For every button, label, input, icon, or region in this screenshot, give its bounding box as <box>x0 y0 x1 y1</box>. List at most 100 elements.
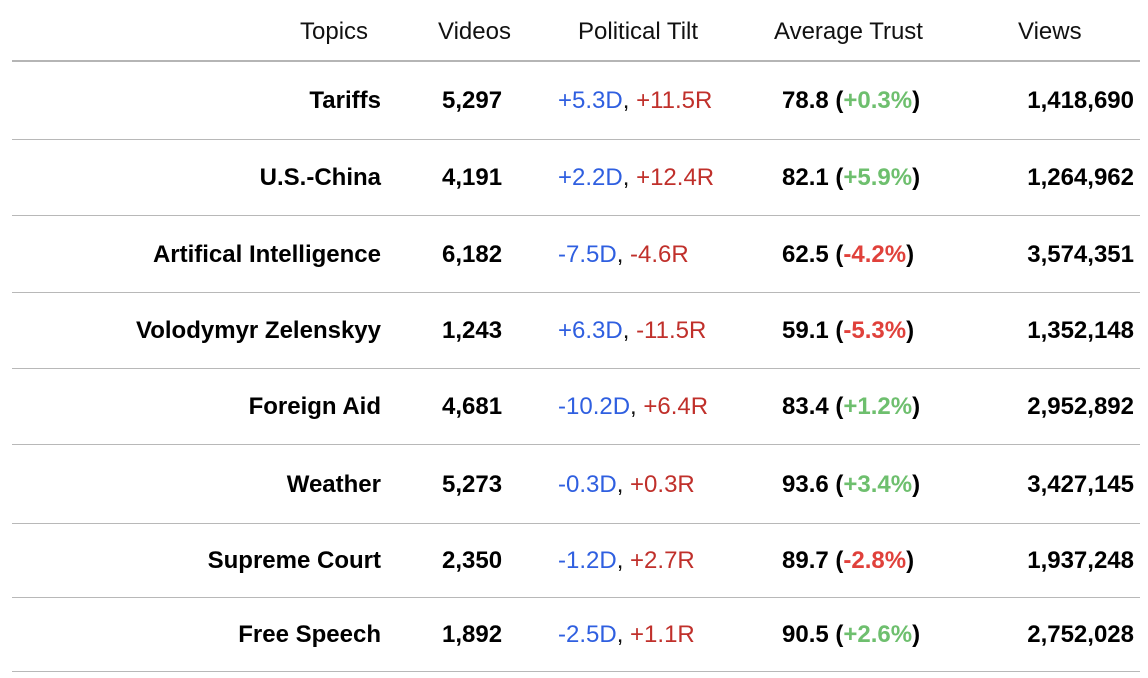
tilt-separator: , <box>622 87 637 114</box>
political-tilt-cell: -1.2D, +2.7R <box>558 545 695 577</box>
tilt-separator: , <box>616 621 631 648</box>
republican-tilt: -11.5R <box>636 317 707 344</box>
videos-cell: 4,191 <box>442 164 503 191</box>
views-cell: 2,952,892 <box>1027 393 1134 420</box>
header-videos[interactable]: Videos <box>438 18 511 45</box>
table-row[interactable]: Free Speech 1,892 -2.5D, +1.1R 90.5 (+2.6%)… <box>0 598 1148 672</box>
democrat-tilt: +5.3D <box>558 87 623 114</box>
views-cell: 1,418,690 <box>1027 87 1134 114</box>
paren-close: ) <box>906 241 915 268</box>
header-topics[interactable]: Topics <box>300 18 369 45</box>
paren-close: ) <box>912 621 921 648</box>
paren-open: ( <box>828 393 844 420</box>
views-cell: 3,574,351 <box>1027 241 1134 268</box>
paren-close: ) <box>912 87 921 114</box>
trust-value: 89.7 <box>782 547 829 574</box>
paren-open: ( <box>828 241 844 268</box>
paren-open: ( <box>828 471 844 498</box>
paren-close: ) <box>906 317 915 344</box>
row-divider <box>12 291 1140 293</box>
trust-value: 82.1 <box>782 164 829 191</box>
average-trust-cell: 89.7 (-2.8%) <box>782 545 914 577</box>
row-divider <box>12 367 1140 369</box>
democrat-tilt: -2.5D <box>558 621 617 648</box>
topic-cell: Artifical Intelligence <box>152 241 381 268</box>
table-row[interactable]: Supreme Court 2,350 -1.2D, +2.7R 89.7 (-2.8… <box>0 524 1148 598</box>
political-tilt-cell: -7.5D, -4.6R <box>558 239 689 271</box>
paren-open: ( <box>828 317 844 344</box>
row-divider <box>12 214 1140 216</box>
trust-change: -2.8% <box>843 547 907 574</box>
trust-change: -5.3% <box>843 317 907 344</box>
tilt-separator: , <box>616 471 631 498</box>
trust-value: 83.4 <box>782 393 829 420</box>
tilt-separator: , <box>622 164 637 191</box>
trust-value: 90.5 <box>782 621 829 648</box>
videos-cell: 6,182 <box>442 241 503 268</box>
political-tilt-cell: +2.2D, +12.4R <box>558 162 714 194</box>
row-divider <box>12 596 1140 598</box>
paren-close: ) <box>912 164 921 191</box>
topic-cell: U.S.-China <box>259 164 381 191</box>
header-views[interactable]: Views <box>1018 18 1082 45</box>
views-cell: 1,937,248 <box>1027 547 1134 574</box>
paren-open: ( <box>828 547 844 574</box>
table-header: Topics Videos Political Tilt Average Tru… <box>0 0 1148 62</box>
democrat-tilt: +2.2D <box>558 164 623 191</box>
trust-change: +0.3% <box>843 87 913 114</box>
table-row[interactable]: Volodymyr Zelenskyy 1,243 +6.3D, -11.5R 59.… <box>0 293 1148 369</box>
political-tilt-cell: -2.5D, +1.1R <box>558 619 695 651</box>
trust-change: -4.2% <box>843 241 907 268</box>
topic-cell: Free Speech <box>238 621 381 648</box>
row-divider <box>12 670 1140 672</box>
republican-tilt: +2.7R <box>630 547 695 574</box>
table-row[interactable]: Foreign Aid 4,681 -10.2D, +6.4R 83.4 (+1.2%… <box>0 369 1148 445</box>
topic-cell: Weather <box>286 471 381 498</box>
political-tilt-cell: -0.3D, +0.3R <box>558 469 695 501</box>
views-cell: 1,352,148 <box>1027 317 1134 344</box>
trust-value: 59.1 <box>782 317 829 344</box>
views-cell: 2,752,028 <box>1027 621 1134 648</box>
tilt-separator: , <box>630 393 644 420</box>
average-trust-cell: 78.8 (+0.3%) <box>782 85 920 117</box>
row-divider <box>12 138 1140 140</box>
trust-change: +1.2% <box>843 393 913 420</box>
trust-value: 62.5 <box>782 241 829 268</box>
table-row[interactable]: Tariffs 5,297 +5.3D, +11.5R 78.8 (+0.3%) 1,4… <box>0 62 1148 140</box>
republican-tilt: +11.5R <box>636 87 713 114</box>
topic-cell: Volodymyr Zelenskyy <box>136 317 381 344</box>
videos-cell: 1,892 <box>442 621 503 648</box>
republican-tilt: +6.4R <box>643 393 709 420</box>
political-tilt-cell: -10.2D, +6.4R <box>558 391 708 423</box>
header-average-trust[interactable]: Average Trust <box>774 18 923 45</box>
paren-close: ) <box>912 393 921 420</box>
trust-change: +3.4% <box>843 471 913 498</box>
header-divider <box>12 60 1140 62</box>
row-divider <box>12 443 1140 445</box>
average-trust-cell: 62.5 (-4.2%) <box>782 239 914 271</box>
row-divider <box>12 522 1140 524</box>
table-row[interactable]: Weather 5,273 -0.3D, +0.3R 93.6 (+3.4%) 3,42… <box>0 445 1148 524</box>
header-political-tilt[interactable]: Political Tilt <box>578 18 699 45</box>
videos-cell: 4,681 <box>442 393 503 420</box>
democrat-tilt: -0.3D <box>558 471 617 498</box>
political-tilt-cell: +6.3D, -11.5R <box>558 315 706 347</box>
paren-open: ( <box>828 164 844 191</box>
average-trust-cell: 59.1 (-5.3%) <box>782 315 914 347</box>
paren-open: ( <box>828 621 844 648</box>
trust-value: 93.6 <box>782 471 829 498</box>
trust-value: 78.8 <box>782 87 829 114</box>
republican-tilt: +0.3R <box>630 471 695 498</box>
republican-tilt: +12.4R <box>636 164 715 191</box>
table-row[interactable]: Artifical Intelligence 6,182 -7.5D, -4.6R 6… <box>0 216 1148 293</box>
table-row[interactable]: U.S.-China 4,191 +2.2D, +12.4R 82.1 (+5.9%)… <box>0 140 1148 216</box>
videos-cell: 5,297 <box>442 87 503 114</box>
views-cell: 3,427,145 <box>1027 471 1134 498</box>
videos-cell: 2,350 <box>442 547 503 574</box>
paren-close: ) <box>912 471 921 498</box>
tilt-separator: , <box>616 241 631 268</box>
tilt-separator: , <box>622 317 637 344</box>
videos-cell: 5,273 <box>442 471 503 498</box>
republican-tilt: -4.6R <box>630 241 689 268</box>
